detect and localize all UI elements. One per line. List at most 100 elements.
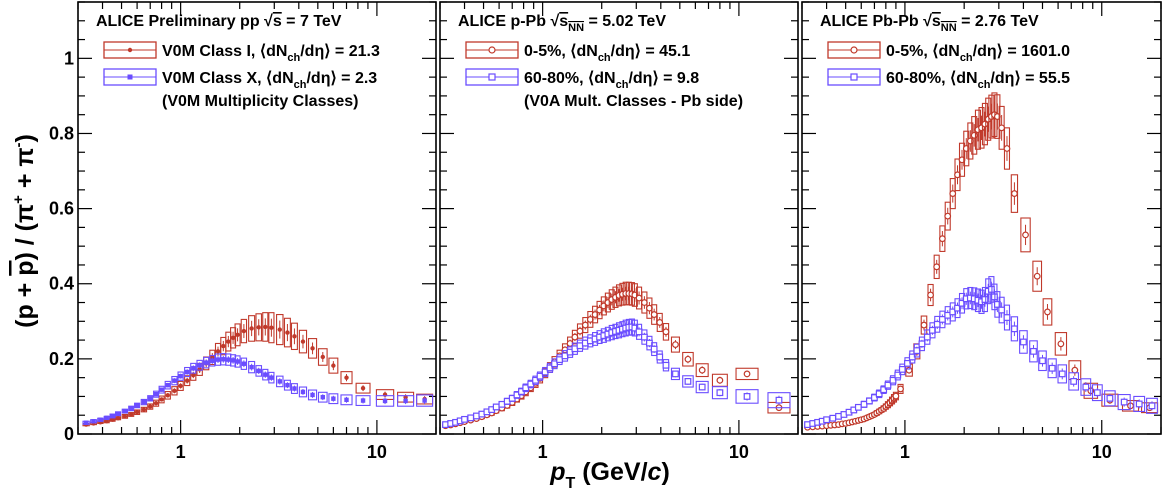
data-point	[298, 329, 308, 354]
marker-square	[285, 382, 290, 388]
syst-box	[290, 383, 298, 394]
marker-open-circle	[1071, 366, 1079, 374]
marker-open-square	[913, 347, 921, 355]
data-point	[467, 414, 475, 422]
data-point	[631, 319, 639, 337]
data-point	[115, 411, 122, 417]
x-axis-label: pT (GeV/c)	[549, 458, 670, 492]
syst-box	[248, 315, 256, 342]
marker-square	[382, 398, 388, 404]
marker-square	[148, 396, 153, 401]
legend-text-post: /dη⟩ = 21.3	[300, 43, 380, 60]
data-point	[203, 356, 210, 369]
data-point	[695, 363, 709, 378]
legend-entry-1: V0M Class I, ⟨dNch/dη⟩ = 21.3	[103, 41, 380, 64]
syst-box	[298, 386, 308, 398]
marker-dot	[134, 410, 140, 415]
marker-square	[226, 357, 231, 362]
syst-box	[695, 363, 709, 378]
marker-open-square	[716, 389, 724, 397]
data-point	[1068, 372, 1080, 391]
marker-dot	[153, 400, 159, 406]
y-label-sup1: +	[10, 195, 27, 204]
marker-open-square	[1093, 389, 1101, 397]
panel-frame	[77, 1, 437, 435]
marker-dot	[344, 375, 349, 380]
data-point	[1020, 217, 1031, 253]
marker-open-circle	[698, 366, 706, 374]
legend-marker	[127, 74, 133, 80]
data-point	[248, 315, 256, 342]
syst-box	[240, 357, 248, 370]
syst-box	[234, 355, 241, 368]
data-point	[103, 415, 110, 421]
marker-open-circle	[1057, 340, 1065, 348]
marker-open-square	[1120, 398, 1128, 406]
marker-square	[263, 372, 268, 377]
legend-marker	[127, 47, 133, 53]
marker-dot	[110, 417, 115, 422]
marker-square	[331, 396, 336, 401]
marker-dot	[235, 332, 240, 338]
syst-box	[240, 318, 248, 344]
data-point	[153, 390, 160, 398]
syst-box	[128, 405, 135, 412]
marker-open-circle	[1044, 308, 1051, 316]
marker-open-circle	[1003, 145, 1011, 152]
legend-label: V0M Class X, ⟨dNch/dη⟩ = 2.3	[162, 70, 377, 91]
y-tick-label: 0.2	[49, 349, 74, 369]
title-pre: ALICE Preliminary pp	[96, 13, 264, 30]
title-post: = 5.02 TeV	[584, 13, 666, 30]
marker-open-circle	[662, 328, 670, 336]
marker-dot	[104, 419, 109, 424]
marker-open-square	[1058, 370, 1066, 378]
data-point	[735, 389, 759, 404]
data-point	[1010, 316, 1019, 342]
syst-box	[158, 395, 165, 404]
data-point	[220, 353, 227, 366]
data-point	[854, 403, 862, 411]
syst-box	[177, 371, 184, 381]
marker-open-square	[835, 412, 842, 420]
marker-dot	[159, 397, 164, 402]
marker-dot	[122, 414, 128, 419]
data-point	[262, 368, 269, 381]
data-point	[1032, 260, 1043, 292]
marker-dot	[210, 355, 215, 360]
syst-box	[255, 365, 263, 377]
marker-open-circle	[1033, 272, 1041, 280]
marker-open-circle	[920, 321, 928, 329]
data-point	[650, 342, 658, 357]
data-point	[1038, 350, 1047, 372]
syst-box	[340, 394, 353, 406]
syst-box	[328, 357, 339, 374]
marker-dot	[141, 407, 147, 412]
x-tick-label: 10	[729, 442, 749, 462]
panel-frame	[439, 1, 799, 435]
marker-square	[98, 417, 103, 422]
y-tick-label: 0.6	[49, 199, 74, 219]
data-point	[1003, 304, 1011, 331]
syst-box	[177, 380, 184, 391]
marker-square	[215, 357, 221, 362]
syst-box	[767, 392, 791, 409]
data-point	[1047, 358, 1057, 379]
x-tick-label: 1	[176, 442, 186, 462]
data-point	[662, 323, 670, 341]
data-point	[147, 403, 154, 410]
marker-square	[210, 358, 215, 363]
series-2	[442, 318, 791, 429]
data-point	[328, 393, 339, 405]
marker-square	[115, 411, 121, 416]
marker-open-square	[1048, 364, 1056, 372]
marker-open-square	[1011, 325, 1018, 333]
syst-box	[147, 395, 154, 402]
syst-box	[140, 406, 148, 413]
data-point	[889, 375, 897, 386]
series-1	[804, 92, 1159, 431]
syst-box	[147, 403, 154, 410]
syst-box	[268, 371, 275, 384]
syst-box	[1117, 394, 1131, 411]
data-point	[158, 395, 165, 404]
data-point	[240, 357, 248, 370]
